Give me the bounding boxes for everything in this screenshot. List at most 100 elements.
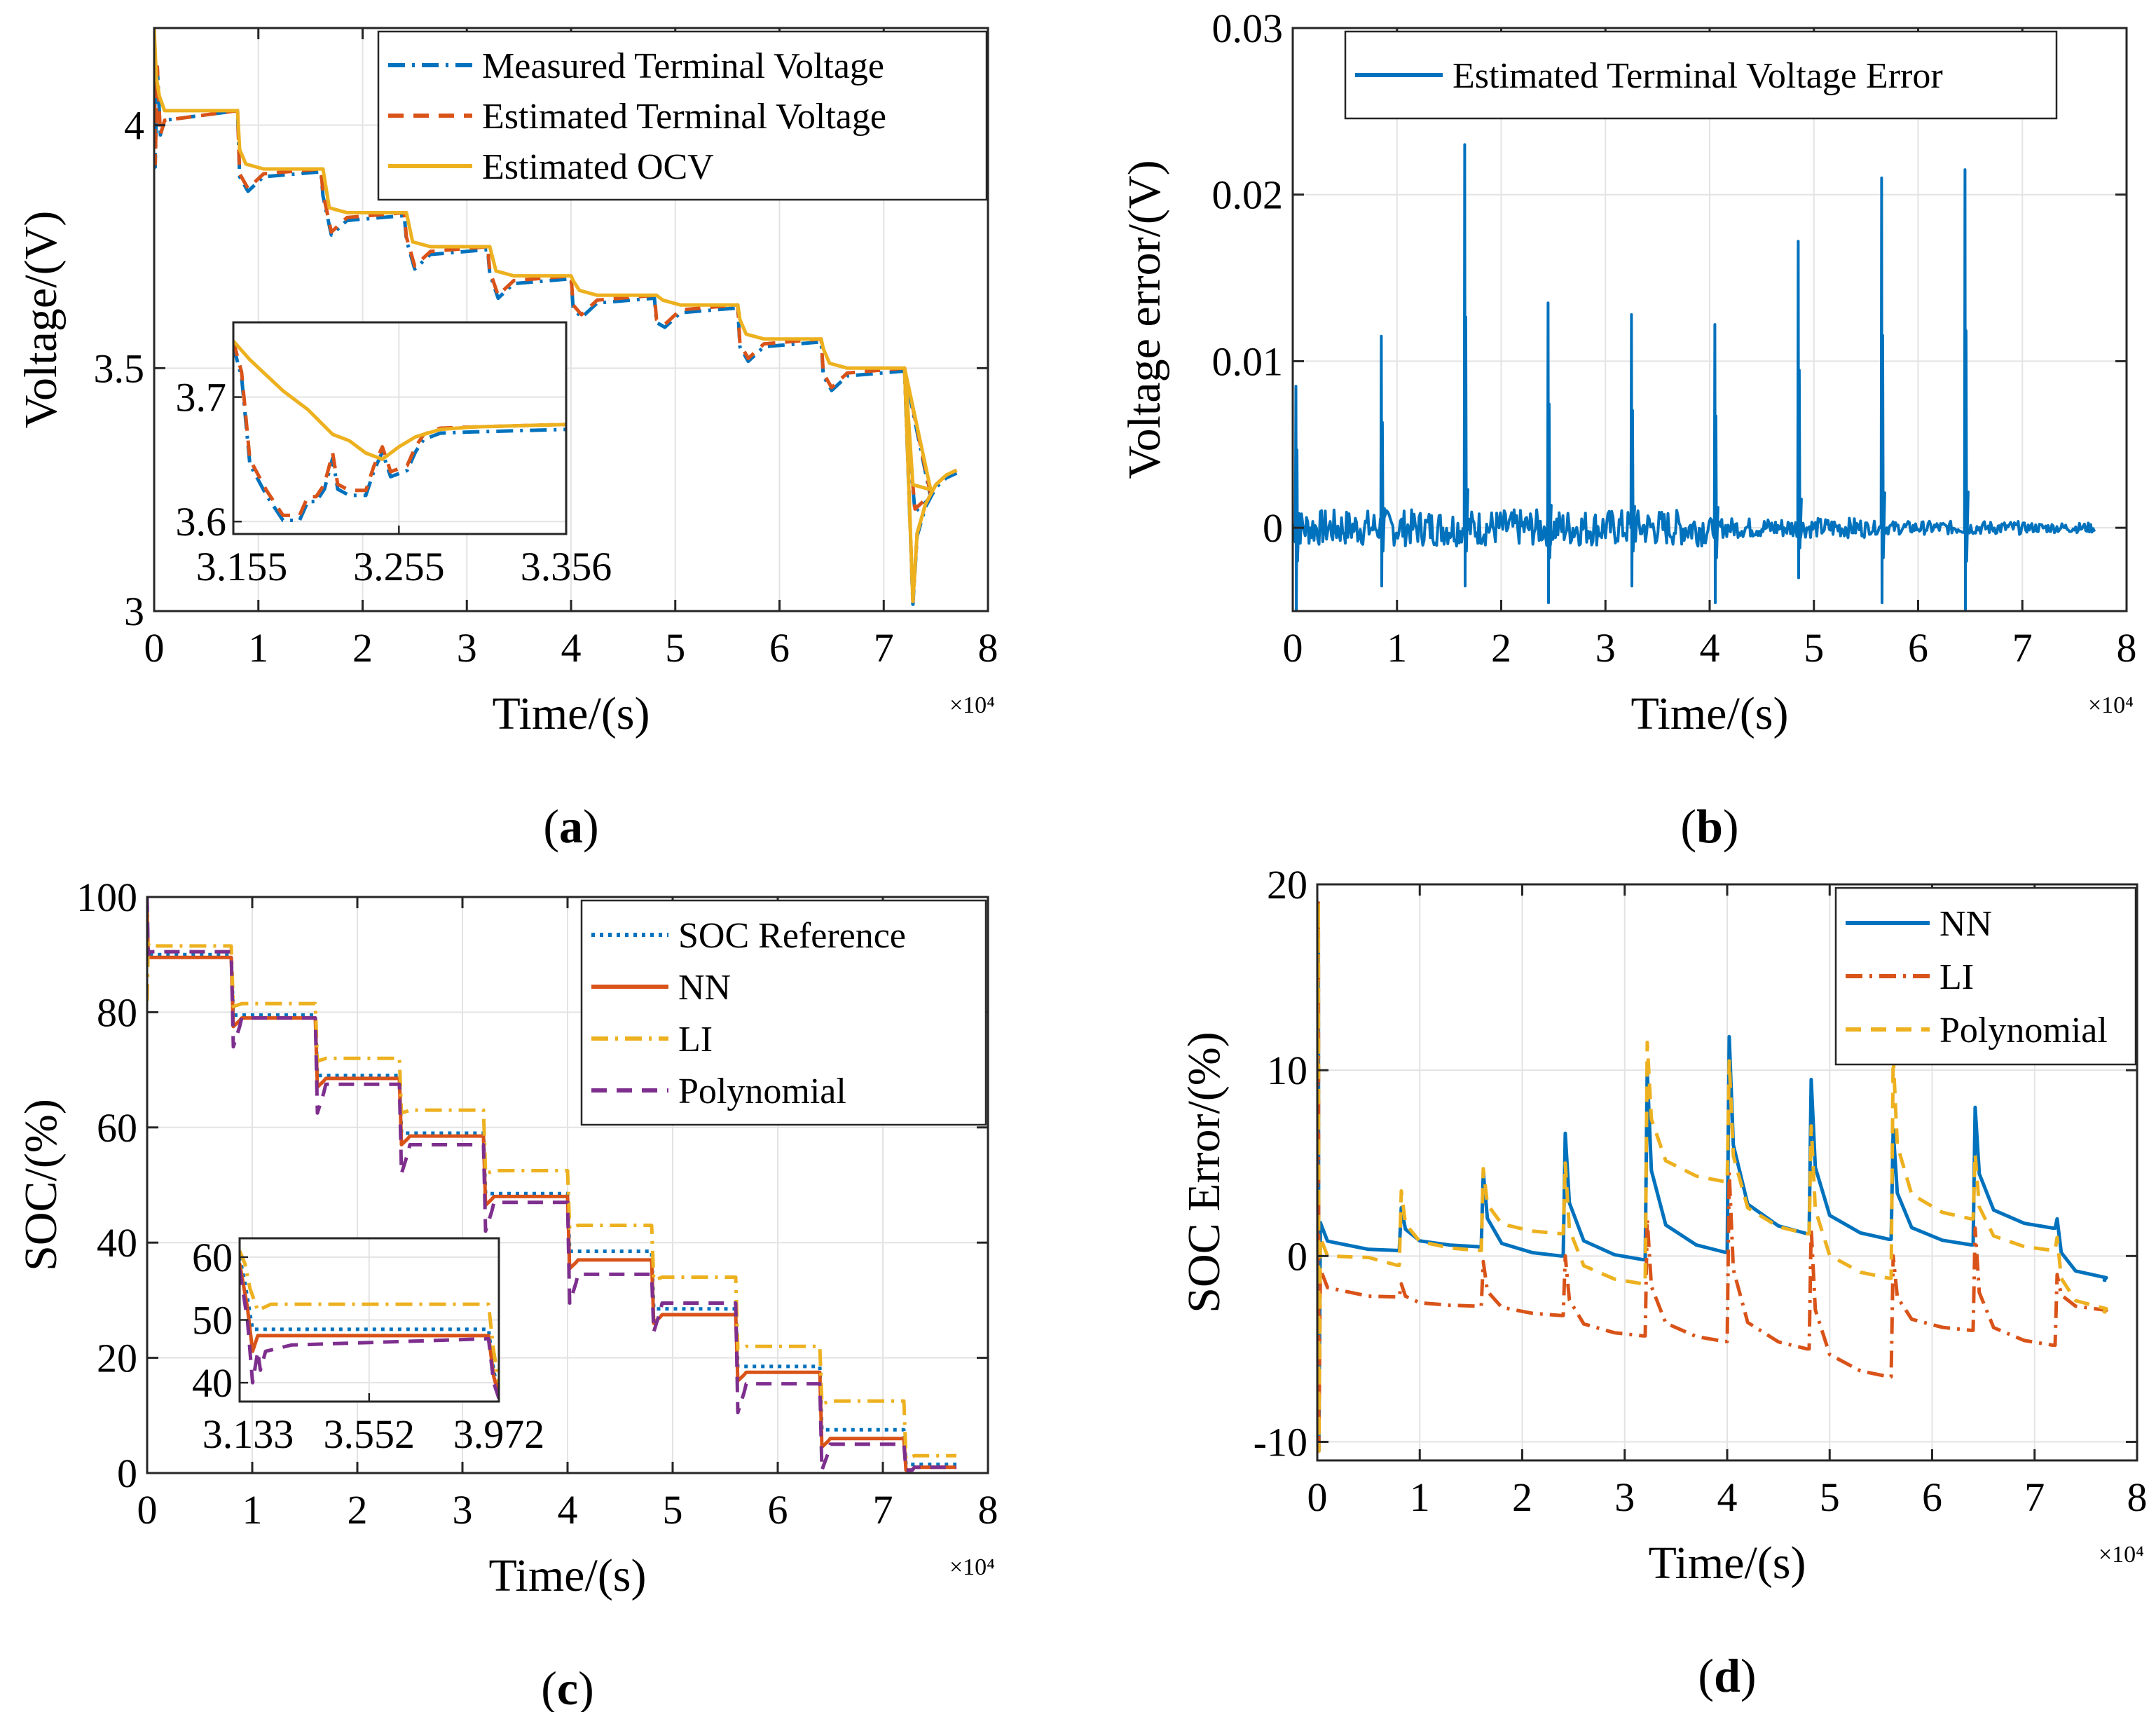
y-tick-label: 3 bbox=[124, 589, 144, 634]
caption-paren: ) bbox=[578, 1662, 594, 1712]
legend-entry: Measured Terminal Voltage bbox=[482, 46, 884, 86]
caption-paren: ( bbox=[543, 800, 559, 853]
x-tick-label: 0 bbox=[144, 625, 165, 671]
x-tick-label: 7 bbox=[873, 1487, 893, 1533]
caption-paren: ) bbox=[1723, 800, 1739, 853]
series-li bbox=[1317, 901, 2108, 1453]
x-tick-label: 2 bbox=[348, 1487, 368, 1533]
y-tick-label: 0 bbox=[1263, 505, 1283, 551]
caption-letter: d bbox=[1714, 1649, 1740, 1702]
caption-paren: ( bbox=[1680, 800, 1696, 853]
x-tick-label: 5 bbox=[1820, 1474, 1840, 1520]
series-estimated-ocv bbox=[154, 28, 958, 603]
inset-y-tick-label: 3.6 bbox=[176, 499, 227, 545]
inset-series bbox=[233, 340, 566, 517]
legend-box bbox=[1344, 30, 2058, 120]
series-nn bbox=[1317, 901, 2108, 1453]
x-tick-label: 0 bbox=[1307, 1474, 1328, 1520]
y-tick-label: 20 bbox=[1267, 862, 1307, 908]
inset-series bbox=[233, 345, 566, 522]
x-tick-label: 4 bbox=[558, 1487, 578, 1533]
series-li bbox=[147, 941, 956, 1460]
caption-letter: c bbox=[557, 1662, 578, 1712]
caption-letter: a bbox=[559, 800, 583, 853]
x-axis-label: Time/(s) bbox=[1631, 688, 1789, 739]
inset-y-tick-label: 60 bbox=[192, 1235, 233, 1280]
inset-x-tick-label: 3.972 bbox=[453, 1411, 545, 1457]
x-tick-label: 5 bbox=[665, 625, 685, 671]
legend: Measured Terminal Voltage Estimated Termi… bbox=[377, 30, 988, 201]
series-polynomial bbox=[147, 897, 956, 1472]
inset-y-tick-label: 50 bbox=[192, 1298, 233, 1343]
x-tick-label: 1 bbox=[1410, 1474, 1430, 1520]
inset-x-tick-label: 3.155 bbox=[196, 544, 288, 589]
inset-series bbox=[233, 339, 566, 461]
inset-series bbox=[240, 1269, 499, 1399]
legend-entry: Polynomial bbox=[1939, 1011, 2108, 1050]
x-exponent: ×10⁴ bbox=[949, 692, 995, 718]
inset-a: 3.155 3.255 3.356 3.6 3.7 bbox=[176, 321, 612, 589]
y-tick-label: 3.5 bbox=[94, 345, 145, 391]
inset-x-tick-label: 3.356 bbox=[521, 544, 612, 589]
x-exponent: ×10⁴ bbox=[2099, 1542, 2144, 1568]
y-tick-label: 10 bbox=[1267, 1048, 1307, 1093]
x-tick-label: 8 bbox=[978, 1487, 998, 1533]
figure-caption: (d) bbox=[1698, 1649, 1756, 1702]
x-tick-label: 6 bbox=[1908, 625, 1928, 671]
y-tick-label: 40 bbox=[97, 1220, 137, 1266]
legend-entry: NN bbox=[678, 968, 731, 1008]
x-exponent: ×10⁴ bbox=[949, 1554, 995, 1580]
legend-entry: SOC Reference bbox=[678, 916, 906, 956]
legend: SOC Reference NN LI Polynomial bbox=[580, 899, 987, 1126]
caption-letter: b bbox=[1696, 800, 1723, 853]
series-estimated-terminal-voltage-error bbox=[1293, 143, 2096, 611]
caption-paren: ( bbox=[1698, 1649, 1714, 1702]
y-tick-label: 80 bbox=[97, 989, 137, 1035]
x-tick-label: 5 bbox=[1804, 625, 1824, 671]
x-tick-label: 7 bbox=[2024, 1474, 2045, 1520]
legend-entry: Polynomial bbox=[678, 1071, 846, 1111]
y-tick-label: 0.03 bbox=[1212, 6, 1284, 51]
inset-series bbox=[240, 1263, 499, 1396]
x-tick-label: 0 bbox=[1283, 625, 1303, 671]
y-tick-label: -10 bbox=[1254, 1419, 1307, 1465]
y-tick-label: 0 bbox=[117, 1451, 137, 1496]
x-tick-label: 4 bbox=[1717, 1474, 1738, 1520]
y-tick-label: 60 bbox=[97, 1105, 137, 1151]
caption-paren: ) bbox=[583, 800, 599, 853]
x-tick-label: 8 bbox=[978, 625, 998, 671]
x-tick-label: 5 bbox=[663, 1487, 683, 1533]
x-tick-label: 6 bbox=[1922, 1474, 1942, 1520]
x-tick-label: 3 bbox=[1614, 1474, 1635, 1520]
x-tick-label: 7 bbox=[874, 625, 894, 671]
figure-caption: (a) bbox=[543, 800, 598, 853]
x-axis-label: Time/(s) bbox=[1649, 1538, 1806, 1589]
x-tick-label: 2 bbox=[1512, 1474, 1532, 1520]
x-tick-label: 2 bbox=[352, 625, 373, 671]
y-tick-label: 0.02 bbox=[1212, 172, 1284, 218]
figure-caption: (c) bbox=[541, 1662, 594, 1712]
legend-entry: NN bbox=[1939, 904, 1992, 944]
inset-y-tick-label: 3.7 bbox=[176, 375, 227, 420]
inset-c: 3.133 3.552 3.972 40 50 60 bbox=[192, 1235, 544, 1457]
inset-area bbox=[233, 322, 566, 534]
y-axis-label: Voltage/(V) bbox=[15, 211, 67, 428]
inset-y-tick-label: 40 bbox=[192, 1360, 233, 1406]
x-tick-label: 2 bbox=[1491, 625, 1511, 671]
x-tick-label: 1 bbox=[242, 1487, 263, 1533]
legend-entry: Estimated OCV bbox=[482, 147, 714, 187]
panel-b: 0 1 2 3 4 5 6 7 8 0 0.01 0.02 0.03 Time/(s) ×10⁴ Voltag… bbox=[1119, 6, 2137, 853]
x-tick-label: 4 bbox=[561, 625, 582, 671]
y-tick-label: 100 bbox=[76, 875, 137, 920]
panel-a: 3.155 3.255 3.356 3.6 3.7 0 1 2 3 4 5 6 7 8 3 3.5 4 Time/… bbox=[15, 27, 998, 853]
x-tick-label: 8 bbox=[2127, 1474, 2148, 1520]
x-tick-label: 3 bbox=[457, 625, 477, 671]
caption-paren: ) bbox=[1740, 1649, 1757, 1702]
x-tick-label: 7 bbox=[2012, 625, 2033, 671]
legend: NN LI Polynomial bbox=[1834, 886, 2137, 1066]
y-axis-label: Voltage error/(V) bbox=[1119, 160, 1170, 479]
inset-x-tick-label: 3.552 bbox=[324, 1411, 416, 1457]
legend-entry: LI bbox=[678, 1020, 713, 1060]
legend-box bbox=[377, 30, 988, 201]
